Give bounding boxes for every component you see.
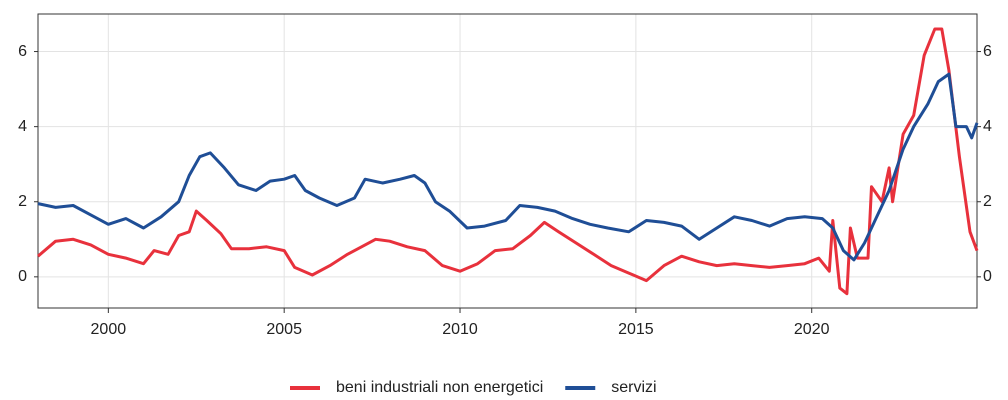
y2-tick-label: 2 <box>983 193 992 210</box>
y-tick-label: 6 <box>18 43 27 60</box>
legend-label: servizi <box>611 379 656 396</box>
y-tick-label: 4 <box>18 118 27 135</box>
x-tick-label: 2000 <box>91 321 127 338</box>
legend: beni industriali non energetici servizi <box>290 379 657 396</box>
y-tick-label: 2 <box>18 193 27 210</box>
series-line <box>37 27 979 296</box>
y-tick-label: 0 <box>18 268 27 285</box>
x-tick-label: 2015 <box>618 321 654 338</box>
x-tick-label: 2010 <box>442 321 478 338</box>
legend-label: beni industriali non energetici <box>336 379 543 396</box>
y2-tick-label: 4 <box>983 118 992 135</box>
x-tick-label: 2020 <box>794 321 830 338</box>
series-line <box>37 72 979 262</box>
y2-tick-label: 6 <box>983 43 992 60</box>
x-tick-label: 2005 <box>266 321 302 338</box>
plot-frame <box>37 13 978 309</box>
y2-tick-label: 0 <box>983 268 992 285</box>
